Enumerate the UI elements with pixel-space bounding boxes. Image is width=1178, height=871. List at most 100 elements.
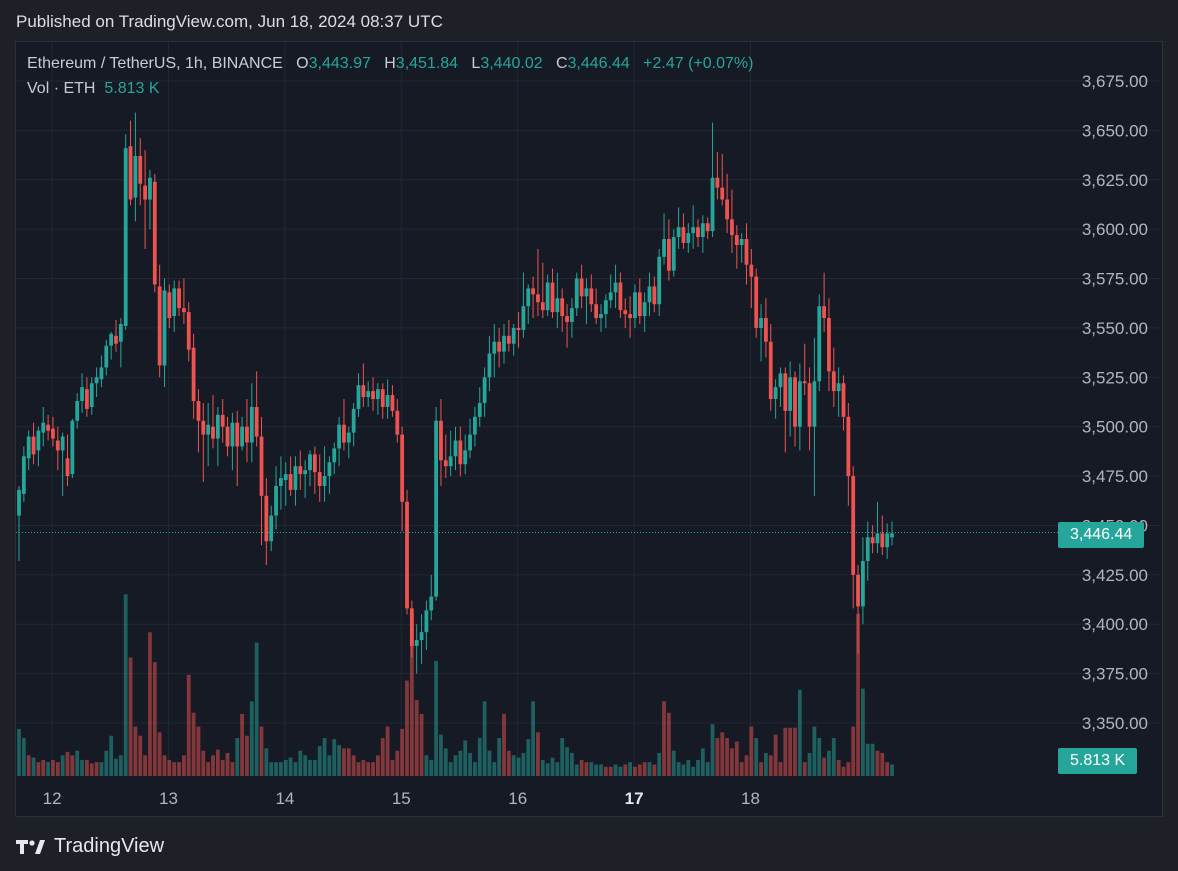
volume-bar bbox=[206, 762, 211, 776]
volume-bar bbox=[167, 759, 172, 776]
tradingview-brand[interactable]: TradingView bbox=[16, 835, 164, 858]
candle-body bbox=[104, 345, 109, 368]
candle-body bbox=[768, 341, 773, 400]
candle-body bbox=[797, 381, 802, 427]
volume-bar bbox=[599, 764, 603, 776]
candle-body bbox=[298, 466, 303, 475]
candle-body bbox=[114, 335, 118, 344]
volume-bar bbox=[269, 762, 274, 776]
candle-body bbox=[764, 318, 768, 342]
volume-bar bbox=[831, 738, 836, 776]
candle-body bbox=[715, 177, 720, 188]
high-value: 3,451.84 bbox=[395, 55, 459, 72]
candle-body bbox=[327, 462, 332, 477]
candle-body bbox=[812, 381, 817, 427]
volume-bar bbox=[502, 713, 506, 776]
candle-body bbox=[880, 533, 885, 548]
volume-bar bbox=[613, 764, 618, 776]
volume-bar bbox=[148, 632, 152, 776]
candle-body bbox=[405, 501, 409, 609]
candle-body bbox=[463, 450, 468, 465]
candle-body bbox=[51, 428, 55, 439]
volume-bar bbox=[80, 759, 84, 776]
close-label: C bbox=[555, 55, 568, 72]
volume-bar bbox=[419, 713, 424, 776]
candle-body bbox=[603, 300, 608, 315]
candle-body bbox=[371, 391, 375, 400]
volume-bar bbox=[191, 712, 196, 776]
candle-body bbox=[182, 308, 186, 313]
volume-bar bbox=[75, 750, 80, 776]
candle-body bbox=[477, 402, 482, 417]
candle-body bbox=[705, 223, 710, 232]
candle-body bbox=[211, 426, 215, 439]
volume-bar bbox=[424, 755, 429, 776]
candle-body bbox=[128, 146, 133, 200]
volume-bar bbox=[46, 762, 50, 776]
volume-bar bbox=[143, 755, 147, 776]
candle-body bbox=[579, 278, 584, 297]
candle-body bbox=[778, 373, 783, 388]
candle-body bbox=[744, 239, 749, 265]
candle-body bbox=[346, 432, 351, 443]
volume-bar bbox=[138, 735, 143, 776]
candle-body bbox=[123, 148, 128, 326]
candle-body bbox=[720, 187, 725, 200]
candle-body bbox=[395, 410, 400, 435]
price-tick-label: 3,675.00 bbox=[1082, 72, 1148, 91]
volume-bar bbox=[516, 757, 521, 776]
candle-body bbox=[385, 395, 390, 407]
volume-bar bbox=[783, 727, 788, 776]
candle-body bbox=[21, 456, 26, 494]
volume-bar bbox=[17, 728, 21, 776]
volume-bar bbox=[715, 738, 720, 776]
volume-bar bbox=[41, 759, 46, 776]
candle-body bbox=[565, 316, 569, 322]
candle-body bbox=[390, 395, 395, 411]
candle-body bbox=[521, 306, 526, 330]
volume-bar bbox=[574, 764, 579, 776]
candle-body bbox=[608, 292, 613, 301]
price-axis: 3,350.003,375.003,400.003,425.003,450.00… bbox=[1082, 72, 1148, 733]
volume-bar bbox=[555, 762, 560, 776]
volume-bar bbox=[540, 759, 545, 776]
volume-bar bbox=[332, 739, 337, 776]
candle-body bbox=[274, 485, 278, 516]
volume-bar bbox=[468, 753, 472, 776]
candle-body bbox=[856, 574, 860, 607]
volume-bar bbox=[521, 753, 526, 776]
candle-body bbox=[196, 401, 201, 421]
grid-lines bbox=[16, 42, 1160, 776]
candle-body bbox=[574, 278, 579, 309]
candle-body bbox=[283, 474, 288, 481]
volume-bar bbox=[55, 762, 60, 776]
low-value: 3,440.02 bbox=[480, 55, 543, 72]
volume-bar bbox=[414, 700, 419, 776]
volume-bar bbox=[279, 762, 283, 776]
volume-bar bbox=[550, 757, 555, 776]
candle-body bbox=[802, 381, 807, 384]
time-tick-label: 14 bbox=[275, 789, 294, 808]
volume-bar bbox=[497, 738, 502, 776]
volume-bar bbox=[249, 701, 254, 776]
volume-bar bbox=[371, 762, 375, 776]
time-axis: 12 13 14 15 16 17 18 bbox=[43, 789, 760, 808]
candle-body bbox=[177, 288, 181, 309]
time-tick-label: 16 bbox=[508, 789, 527, 808]
volume-bar bbox=[463, 740, 468, 776]
time-tick-label: 17 bbox=[625, 789, 644, 808]
candle-body bbox=[118, 323, 123, 342]
candle-body bbox=[279, 478, 283, 486]
candle-body bbox=[865, 537, 870, 562]
candle-body bbox=[206, 424, 211, 435]
candle-body bbox=[308, 454, 312, 471]
candle-body bbox=[822, 306, 826, 319]
candle-body bbox=[317, 472, 322, 486]
volume-bar bbox=[380, 738, 385, 776]
volume-bar bbox=[506, 750, 511, 776]
volume-bar bbox=[85, 759, 89, 776]
volume-bar bbox=[880, 753, 885, 776]
volume-bar bbox=[453, 755, 458, 776]
volume-bar bbox=[356, 762, 361, 776]
